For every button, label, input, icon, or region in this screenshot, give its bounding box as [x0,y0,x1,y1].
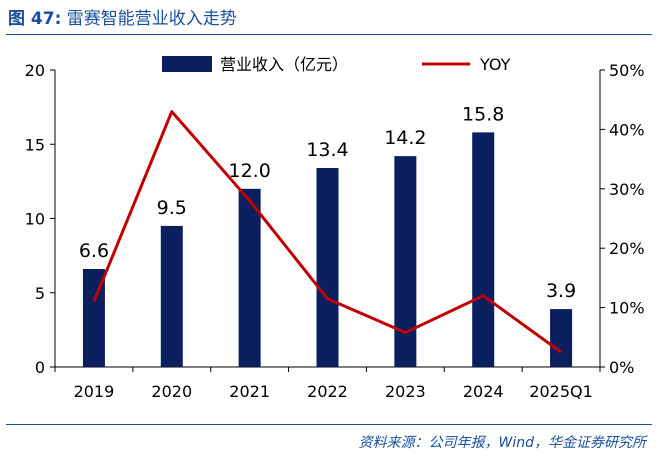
x-tick-label: 2024 [463,382,504,401]
footer-rule [6,424,652,425]
y-right-tick-label: 10% [609,299,645,318]
legend-bar-swatch [162,56,212,72]
figure-title: 图 47: 雷赛智能营业收入走势 [8,4,237,29]
revenue-bar [550,309,573,367]
title-rule [6,34,652,35]
y-left-tick-label: 10 [25,210,45,229]
y-left-tick-label: 5 [35,284,45,303]
x-tick-label: 2020 [151,382,192,401]
revenue-bar [160,225,183,367]
y-left-tick-label: 15 [25,135,45,154]
revenue-bar-label: 14.2 [384,127,426,149]
revenue-bar [238,188,261,367]
revenue-bar-label: 12.0 [228,160,270,182]
revenue-bar-label: 9.5 [157,197,187,219]
y-left-tick-label: 0 [35,358,45,377]
legend-line-label: YOY [479,55,511,74]
revenue-bar-label: 13.4 [306,139,348,161]
x-tick-label: 2019 [74,382,115,401]
y-left-tick-label: 20 [25,61,45,80]
revenue-bar [82,268,105,367]
x-tick-label: 2025Q1 [529,382,593,401]
revenue-bar-label: 15.8 [462,103,504,125]
y-right-tick-label: 50% [609,61,645,80]
legend-bar-label: 营业收入（亿元） [220,55,348,74]
y-right-tick-label: 40% [609,120,645,139]
x-tick-label: 2021 [229,382,270,401]
revenue-bar [394,156,417,367]
revenue-chart: 0 5 10 15 20 0% 10% 20% 30% 40% 50% 2019 2020 2021 202… [25,55,645,401]
y-right-tick-label: 30% [609,180,645,199]
figure-label: 图 47: [8,9,62,29]
revenue-bar [472,132,495,367]
source-note: 资料来源：公司年报，Wind，华金证券研究所 [358,435,647,451]
y-right-tick-label: 0% [609,358,634,377]
x-tick-label: 2023 [385,382,426,401]
revenue-bar [316,168,339,367]
figure-title-text: 雷赛智能营业收入走势 [66,9,237,29]
y-right-tick-label: 20% [609,239,645,258]
x-tick-label: 2022 [307,382,348,401]
revenue-bar-label: 3.9 [546,280,576,302]
revenue-bar-label: 6.6 [79,240,109,262]
